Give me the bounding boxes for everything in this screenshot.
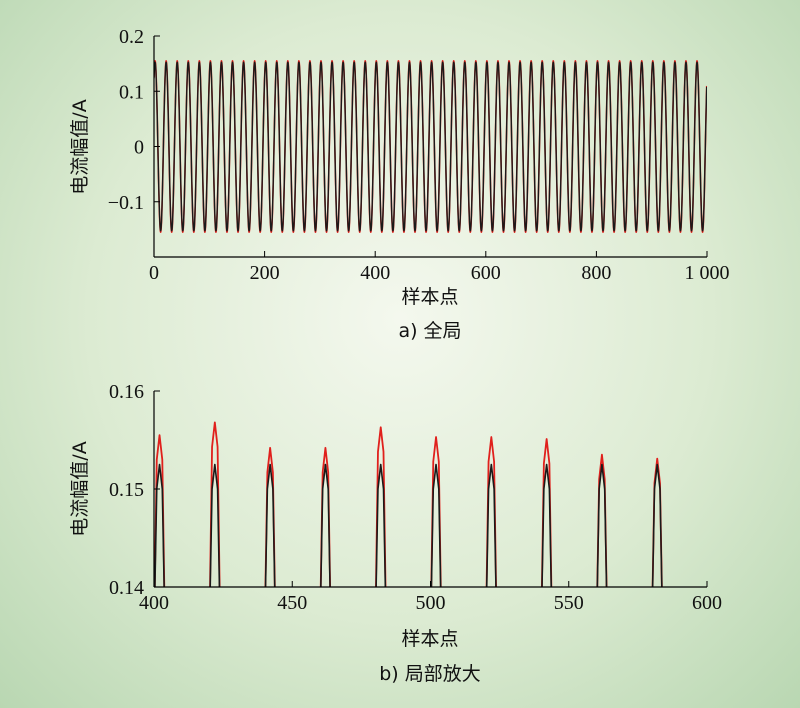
panel-a-series-black-line xyxy=(154,61,707,232)
panel-b-axes: 400 450 500 550 600 0.14 0.15 0.16 xyxy=(109,381,722,614)
panel-b-xlabel: 样本点 xyxy=(401,628,458,650)
panel-b-x-tick-label: 600 xyxy=(692,592,722,614)
panel-b-x-tick-label: 500 xyxy=(416,592,446,614)
panel-a-plot-area xyxy=(154,60,707,233)
panel-a-caption: a) 全局 xyxy=(398,320,461,342)
panel-a-x-tick-label: 1 000 xyxy=(685,262,730,284)
panel-a-x-tick-label: 800 xyxy=(581,262,611,284)
panel-a-global: 0 200 400 600 800 1 000 −0.1 0 0.1 0.2 电流幅值/A 样本点… xyxy=(69,26,730,342)
panel-a-y-tick-label: −0.1 xyxy=(108,192,144,214)
panel-a-axes: 0 200 400 600 800 1 000 −0.1 0 0.1 0.2 xyxy=(108,26,730,284)
panel-b-x-tick-label: 400 xyxy=(139,592,169,614)
panel-a-x-tick-label: 400 xyxy=(360,262,390,284)
panel-b-plot-area xyxy=(154,421,663,587)
panel-b-series-black-line xyxy=(154,463,663,587)
panel-b-zoom: 400 450 500 550 600 0.14 0.15 0.16 电流幅值/A 样本点 b… xyxy=(69,381,722,685)
panel-b-series-red-line xyxy=(154,421,663,587)
panel-b-ylabel: 电流幅值/A xyxy=(69,441,91,536)
panel-a-y-tick-label: 0 xyxy=(134,137,144,159)
panel-b-y-tick-label: 0.15 xyxy=(109,479,144,501)
panel-b-x-tick-label: 550 xyxy=(554,592,584,614)
panel-b-y-tick-label: 0.16 xyxy=(109,381,144,403)
panel-a-y-tick-label: 0.1 xyxy=(119,81,144,103)
panel-b-y-tick-label: 0.14 xyxy=(109,577,144,599)
panel-a-y-tick-label: 0.2 xyxy=(119,26,144,48)
panel-a-x-tick-label: 0 xyxy=(149,262,159,284)
panel-b-series-group xyxy=(154,421,663,587)
panel-a-x-tick-label: 200 xyxy=(250,262,280,284)
panel-b-caption: b) 局部放大 xyxy=(379,663,481,685)
panel-a-ylabel: 电流幅值/A xyxy=(69,99,91,194)
panel-b-x-tick-label: 450 xyxy=(277,592,307,614)
panel-a-x-tick-label: 600 xyxy=(471,262,501,284)
panel-a-series-group xyxy=(154,60,707,233)
panel-a-xlabel: 样本点 xyxy=(401,286,458,308)
